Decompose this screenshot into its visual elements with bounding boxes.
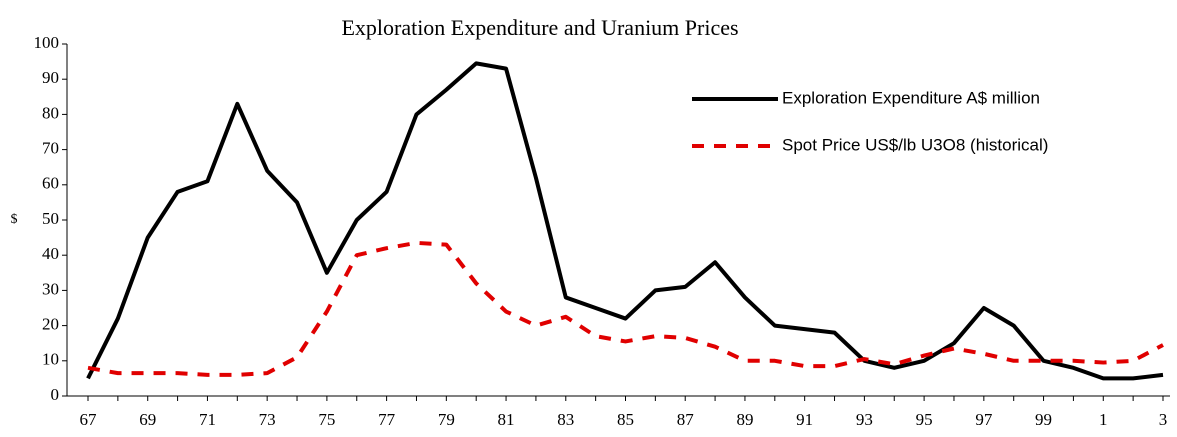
series-line <box>86 61 1164 381</box>
y-tick-label: 70 <box>42 139 59 158</box>
x-tick-label: 71 <box>199 410 216 429</box>
x-tick-label: 89 <box>736 410 753 429</box>
chart-title: Exploration Expenditure and Uranium Pric… <box>341 15 738 40</box>
x-tick-label: 93 <box>856 410 873 429</box>
x-tick-label: 3 <box>1159 410 1168 429</box>
x-tick-label: 99 <box>1035 410 1052 429</box>
y-tick-label: 80 <box>42 103 59 122</box>
y-tick-label: 0 <box>51 385 60 404</box>
y-tick-label: 100 <box>34 33 60 52</box>
y-tick-label: 50 <box>42 209 59 228</box>
x-tick-label: 79 <box>438 410 455 429</box>
legend: Exploration Expenditure A$ million Spot P… <box>692 88 1048 154</box>
y-tick-label: 90 <box>42 68 59 87</box>
y-tick-label: 10 <box>42 350 59 369</box>
x-tick-label: 83 <box>557 410 574 429</box>
legend-label: Spot Price US$/lb U3O8 (historical) <box>782 135 1048 154</box>
x-tick-label: 87 <box>677 410 695 429</box>
x-tick-label: 97 <box>975 410 993 429</box>
x-tick-label: 73 <box>259 410 276 429</box>
x-tick-label: 69 <box>139 410 156 429</box>
x-tick-label: 95 <box>916 410 933 429</box>
x-tick-label: 75 <box>318 410 335 429</box>
x-tick-label: 85 <box>617 410 634 429</box>
y-tick-label: 20 <box>42 315 59 334</box>
x-tick-label: 91 <box>796 410 813 429</box>
x-tick-label: 77 <box>378 410 396 429</box>
y-tick-label: 60 <box>42 174 59 193</box>
y-axis-label: $ <box>11 212 18 227</box>
x-tick-label: 67 <box>80 410 98 429</box>
y-tick-label: 30 <box>42 279 59 298</box>
legend-label: Exploration Expenditure A$ million <box>782 88 1040 107</box>
x-tick-label: 81 <box>498 410 515 429</box>
series-line <box>87 240 1164 377</box>
y-tick-label: 40 <box>42 244 59 263</box>
x-tick-label: 1 <box>1099 410 1108 429</box>
